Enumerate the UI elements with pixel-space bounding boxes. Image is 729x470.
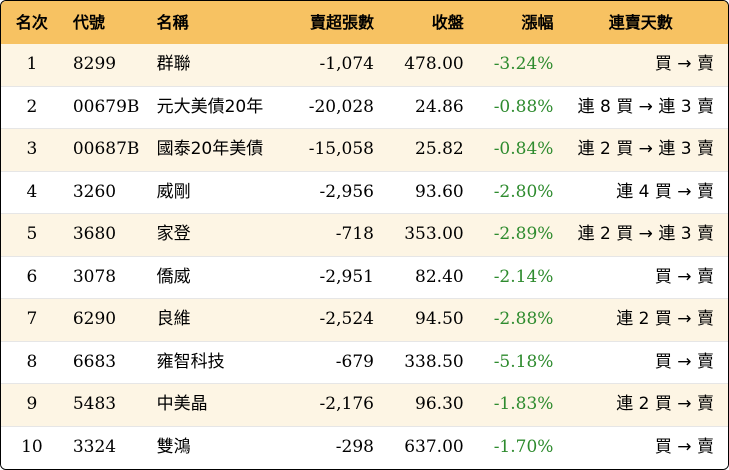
change-cell: -3.24% — [493, 54, 554, 75]
rank-cell: 3 — [26, 139, 38, 160]
change-cell: -5.18% — [493, 351, 554, 372]
header-close: 收盤 — [431, 12, 464, 32]
net-sell-cell: -2,176 — [319, 394, 374, 415]
streak-cell: 連 2 買 → 連 3 賣 — [577, 224, 714, 245]
rank-cell: 5 — [26, 224, 38, 245]
close-cell: 94.50 — [415, 309, 464, 330]
header-code: 代號 — [72, 12, 105, 32]
name-cell: 家登 — [156, 224, 191, 245]
header-name: 名稱 — [156, 12, 189, 32]
net-sell-cell: -2,956 — [319, 181, 374, 202]
streak-cell: 買 → 賣 — [654, 351, 714, 372]
streak-cell: 買 → 賣 — [654, 54, 714, 75]
name-cell: 僑威 — [156, 266, 191, 287]
code-cell: 3078 — [72, 266, 117, 287]
close-cell: 25.82 — [415, 139, 464, 160]
change-cell: -2.14% — [493, 266, 554, 287]
name-cell: 雙鴻 — [156, 437, 191, 458]
header-rank: 名次 — [15, 12, 48, 32]
change-cell: -2.80% — [493, 181, 554, 202]
name-cell: 元大美債20年 — [156, 96, 264, 117]
name-cell: 良維 — [156, 309, 191, 330]
table-row: 5 3680 家登 -718 353.00 -2.89% 連 2 買 → 連 3… — [1, 214, 728, 257]
name-cell: 國泰20年美債 — [156, 139, 264, 160]
header-change: 漲幅 — [521, 12, 554, 32]
table-row: 1 8299 群聯 -1,074 478.00 -3.24% 買 → 賣 — [1, 44, 728, 87]
rank-cell: 6 — [26, 266, 38, 287]
close-cell: 353.00 — [404, 224, 464, 245]
streak-cell: 買 → 賣 — [654, 437, 714, 458]
code-cell: 3680 — [72, 224, 117, 245]
code-cell: 3324 — [72, 437, 117, 458]
close-cell: 24.86 — [415, 96, 464, 117]
code-cell: 6683 — [72, 351, 117, 372]
net-sell-cell: -298 — [335, 437, 374, 458]
table-row: 10 3324 雙鴻 -298 637.00 -1.70% 買 → 賣 — [1, 426, 728, 469]
close-cell: 93.60 — [415, 181, 464, 202]
code-cell: 3260 — [72, 181, 117, 202]
rank-cell: 2 — [26, 96, 38, 117]
net-sell-cell: -15,058 — [308, 139, 374, 160]
code-cell: 00687B — [72, 139, 140, 160]
header-streak: 連賣天數 — [608, 12, 673, 32]
streak-cell: 買 → 賣 — [654, 266, 714, 287]
code-cell: 6290 — [72, 309, 117, 330]
rank-cell: 4 — [26, 181, 38, 202]
table-row: 7 6290 良維 -2,524 94.50 -2.88% 連 2 買 → 賣 — [1, 299, 728, 342]
close-cell: 478.00 — [404, 54, 464, 75]
net-sell-cell: -1,074 — [319, 54, 374, 75]
table-row: 6 3078 僑威 -2,951 82.40 -2.14% 買 → 賣 — [1, 256, 728, 299]
header-net-sell: 賣超張數 — [310, 12, 375, 32]
streak-cell: 連 8 買 → 連 3 賣 — [577, 96, 714, 117]
streak-cell: 連 2 買 → 賣 — [616, 394, 714, 415]
name-cell: 雍智科技 — [156, 351, 225, 372]
table-row: 8 6683 雍智科技 -679 338.50 -5.18% 買 → 賣 — [1, 341, 728, 384]
net-sell-cell: -2,951 — [319, 266, 374, 287]
rank-cell: 8 — [26, 351, 38, 372]
name-cell: 中美晶 — [156, 394, 208, 415]
change-cell: -2.88% — [493, 309, 554, 330]
close-cell: 96.30 — [415, 394, 464, 415]
change-cell: -0.88% — [493, 96, 554, 117]
close-cell: 338.50 — [404, 351, 464, 372]
table-row: 3 00687B 國泰20年美債 -15,058 25.82 -0.84% 連 … — [1, 129, 728, 172]
close-cell: 82.40 — [415, 266, 464, 287]
name-cell: 威剛 — [156, 181, 191, 202]
table-row: 4 3260 威剛 -2,956 93.60 -2.80% 連 4 買 → 賣 — [1, 171, 728, 214]
net-sell-cell: -2,524 — [319, 309, 374, 330]
streak-cell: 連 4 買 → 賣 — [616, 181, 714, 202]
code-cell: 8299 — [72, 54, 117, 75]
rank-cell: 7 — [26, 309, 38, 330]
streak-cell: 連 2 買 → 連 3 賣 — [577, 139, 714, 160]
name-cell: 群聯 — [156, 54, 191, 75]
close-cell: 637.00 — [404, 437, 464, 458]
rank-cell: 10 — [21, 437, 43, 458]
rank-cell: 1 — [26, 54, 38, 75]
change-cell: -1.70% — [493, 437, 554, 458]
code-cell: 5483 — [72, 394, 117, 415]
rank-cell: 9 — [26, 394, 38, 415]
streak-cell: 連 2 買 → 賣 — [616, 309, 714, 330]
table-header-row: 名次 代號 名稱 賣超張數 收盤 漲幅 連賣天數 — [1, 1, 728, 44]
change-cell: -2.89% — [493, 224, 554, 245]
net-sell-cell: -20,028 — [308, 96, 374, 117]
net-sell-cell: -679 — [335, 351, 374, 372]
table-row: 2 00679B 元大美債20年 -20,028 24.86 -0.88% 連 … — [1, 86, 728, 129]
change-cell: -0.84% — [493, 139, 554, 160]
change-cell: -1.83% — [493, 394, 554, 415]
code-cell: 00679B — [72, 96, 140, 117]
net-sell-cell: -718 — [335, 224, 374, 245]
table-row: 9 5483 中美晶 -2,176 96.30 -1.83% 連 2 買 → 賣 — [1, 384, 728, 427]
